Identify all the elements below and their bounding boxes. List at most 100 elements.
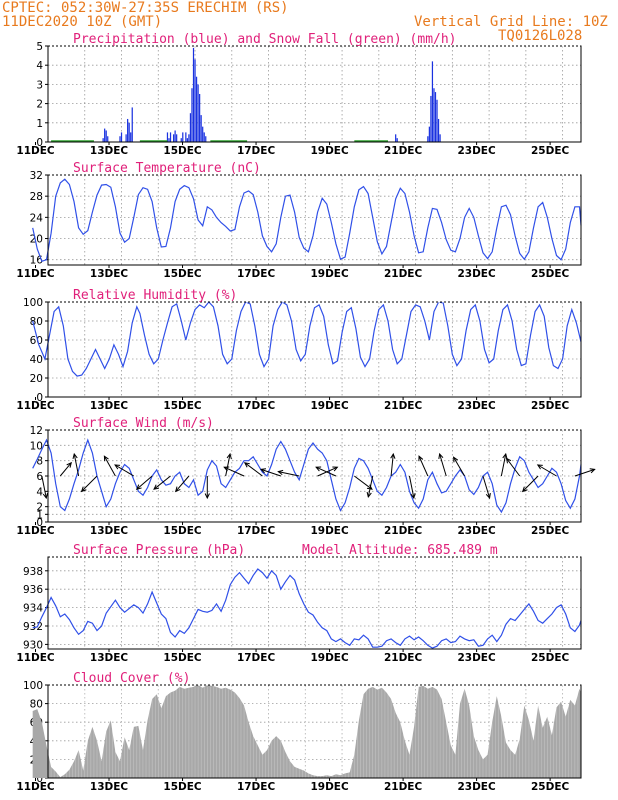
wind-arrow (418, 455, 429, 477)
y-tick-label: 0 (36, 392, 43, 404)
precip-bar (119, 136, 121, 142)
x-tick-label: 23DEC (457, 400, 496, 412)
x-tick-label: 19DEC (310, 525, 349, 537)
x-tick-label: 17DEC (237, 268, 276, 280)
y-tick-label: 24 (30, 212, 44, 224)
series-line (32, 568, 582, 649)
wind-arrow (153, 475, 171, 490)
x-tick-label: 15DEC (163, 652, 202, 664)
precip-bar (130, 132, 132, 142)
precip-bar (203, 132, 205, 142)
series-line (32, 178, 582, 263)
wind-arrow (103, 455, 116, 477)
x-tick-label: 25DEC (531, 652, 570, 664)
y-tick-label: 12 (30, 425, 43, 437)
wind-arrow (73, 453, 80, 477)
y-tick-label: 4 (36, 60, 43, 72)
y-tick-label: 4 (36, 486, 43, 498)
x-tick-label: 23DEC (457, 525, 496, 537)
y-tick-label: 0 (36, 137, 43, 149)
x-tick-label: 19DEC (310, 145, 349, 157)
precip-bar (197, 84, 199, 142)
precip-bar (174, 130, 176, 142)
x-tick-label: 19DEC (310, 400, 349, 412)
x-tick-label: 25DEC (531, 525, 570, 537)
x-tick-label: 19DEC (310, 652, 349, 664)
panel-frame (47, 174, 582, 266)
wind-arrow-head (505, 457, 512, 464)
precip-bar (191, 88, 193, 142)
wind-arrow-head (80, 486, 87, 493)
x-tick-label: 13DEC (90, 525, 129, 537)
x-tick-label: 21DEC (384, 781, 423, 793)
x-tick-label: 19DEC (310, 781, 349, 793)
wind-arrow-head (390, 452, 396, 459)
wind-arrow (278, 471, 300, 477)
precip-bar (431, 61, 434, 142)
precip-bar (180, 138, 182, 142)
header-grid-line: Vertical Grid Line: 10Z (414, 14, 608, 30)
y-tick-label: 6 (36, 471, 43, 483)
y-tick-label: 2 (36, 502, 43, 514)
wind-arrow-head (66, 461, 72, 468)
x-tick-label: 21DEC (384, 400, 423, 412)
wind-arrow (317, 466, 338, 477)
wind-arrow-head (366, 491, 372, 499)
precip-bar (192, 47, 195, 142)
y-tick-label: 10 (30, 440, 43, 452)
wind-arrow-head (315, 466, 322, 472)
wind-arrow (114, 464, 135, 477)
x-tick-label: 19DEC (310, 268, 349, 280)
y-tick-label: 100 (23, 297, 43, 309)
precip-bar (439, 134, 441, 142)
wind-arrow (224, 466, 245, 477)
panel-1: 0 1 2 3 4 5 11DEC 13DEC 15DEC 17DEC 19DEC 21DEC 23DE… (16, 32, 582, 157)
wind-arrow-head (243, 462, 250, 468)
precip-bar (430, 95, 432, 142)
wind-arrow (175, 475, 190, 492)
wind-arrow-head (103, 455, 109, 462)
x-tick-label: 25DEC (531, 400, 570, 412)
wind-arrow-head (277, 469, 284, 476)
wind-arrow-head (174, 486, 181, 493)
wind-arrow (136, 475, 153, 490)
y-tick-label: 8 (36, 456, 43, 468)
precip-bar (436, 99, 438, 142)
precip-bar (433, 88, 435, 142)
wind-arrow-head (204, 493, 210, 500)
panel-title: Relative Humidity (%) (73, 288, 237, 303)
wind-arrow (482, 475, 491, 499)
x-tick-label: 23DEC (457, 652, 496, 664)
y-tick-label: 16 (30, 255, 44, 267)
y-tick-label: 936 (23, 584, 43, 596)
x-tick-label: 17DEC (237, 145, 276, 157)
x-tick-label: 17DEC (237, 400, 276, 412)
precip-bar (189, 113, 192, 142)
precip-bar (200, 115, 202, 142)
wind-arrow-head (502, 452, 508, 459)
y-tick-label: 20 (30, 234, 43, 246)
y-tick-label: 2 (36, 99, 43, 111)
precip-bar (128, 122, 130, 142)
wind-arrow-head (438, 452, 444, 460)
model-altitude: Model Altitude: 685.489 m (302, 543, 498, 558)
x-tick-label: 15DEC (163, 268, 202, 280)
precip-bar (105, 130, 107, 142)
y-tick-label: 0 (36, 517, 43, 529)
wind-arrow-head (485, 492, 491, 500)
x-tick-label: 21DEC (384, 145, 423, 157)
wind-arrow (81, 475, 98, 492)
wind-arrow (506, 458, 521, 477)
y-tick-label: 5 (36, 41, 43, 53)
x-tick-label: 13DEC (90, 268, 129, 280)
y-tick-label: 934 (23, 603, 43, 615)
wind-arrow (522, 475, 539, 492)
precip-bar (195, 76, 198, 142)
y-tick-label: 1 (36, 118, 43, 130)
wind-arrow-head (332, 466, 339, 472)
y-tick-label: 80 (30, 316, 43, 328)
precip-bar (172, 134, 175, 142)
wind-arrow (500, 453, 507, 477)
x-tick-label: 21DEC (384, 268, 423, 280)
